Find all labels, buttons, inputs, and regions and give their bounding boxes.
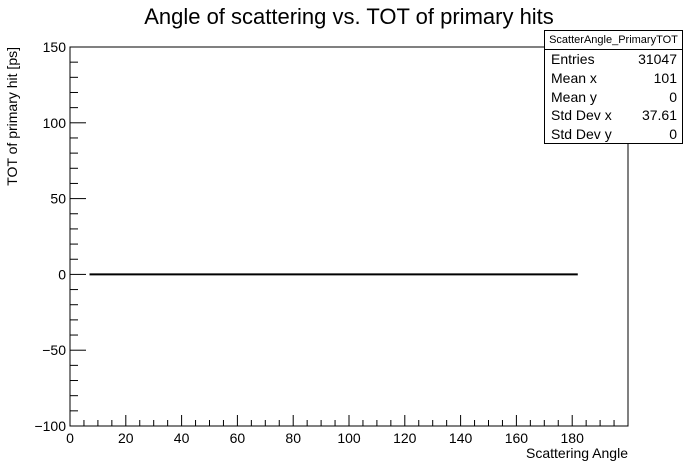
y-tick-label: 50: [50, 191, 66, 207]
y-tick-labels: −100 −50 0 50 100 150: [34, 39, 66, 434]
y-tick-label: −50: [42, 342, 66, 358]
y-axis-label: TOT of primary hit [ps]: [4, 47, 20, 186]
x-tick-label: 0: [66, 430, 74, 446]
axis-ticks: [69, 46, 629, 427]
x-axis-label: Scattering Angle: [526, 445, 628, 461]
y-tick-label: −100: [34, 418, 66, 434]
x-tick-label: 60: [230, 430, 246, 446]
x-tick-label: 140: [449, 430, 473, 446]
stats-row: Std Dev y 0: [545, 125, 682, 144]
stats-value: 31047: [638, 51, 677, 67]
stats-label: Mean y: [551, 88, 597, 105]
stats-label: Mean x: [551, 69, 597, 86]
stats-row: Mean y 0: [545, 88, 682, 107]
stats-value: 37.61: [641, 107, 677, 124]
stats-row: Entries 31047: [545, 50, 682, 69]
stats-box: ScatterAngle_PrimaryTOT Entries 31047 Mean…: [544, 30, 683, 144]
y-tick-label: 100: [43, 115, 67, 131]
stats-label: Entries: [551, 51, 595, 67]
x-tick-label: 80: [285, 430, 301, 446]
stats-box-title: ScatterAngle_PrimaryTOT: [545, 31, 682, 50]
stats-value: 0: [669, 126, 677, 143]
stats-rows: Entries 31047 Mean x 101 Mean y 0 Std Dev x 37.…: [545, 50, 682, 144]
x-tick-label: 180: [561, 430, 585, 446]
stats-value: 0: [669, 88, 677, 105]
stats-row: Std Dev x 37.61: [545, 106, 682, 125]
chart-title: Angle of scattering vs. TOT of primary h…: [144, 4, 554, 29]
stats-row: Mean x 101: [545, 69, 682, 88]
x-tick-label: 20: [118, 430, 134, 446]
y-tick-label: 150: [43, 39, 67, 55]
stats-label: Std Dev x: [551, 107, 612, 124]
x-tick-label: 120: [393, 430, 417, 446]
x-tick-label: 160: [505, 430, 529, 446]
x-tick-label: 100: [337, 430, 361, 446]
stats-value: 101: [653, 69, 677, 86]
x-tick-label: 40: [174, 430, 190, 446]
x-tick-labels: 0 20 40 60 80 100 120 140 160 180: [66, 430, 584, 446]
y-tick-label: 0: [58, 266, 66, 282]
stats-label: Std Dev y: [551, 126, 612, 143]
